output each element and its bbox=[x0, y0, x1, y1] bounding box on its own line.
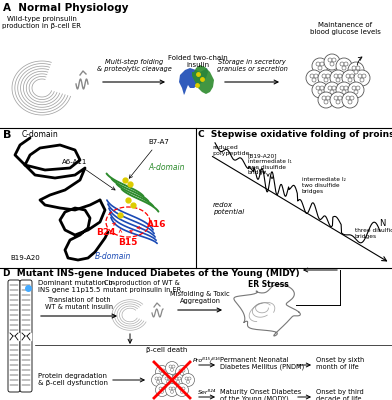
Circle shape bbox=[358, 74, 362, 78]
Circle shape bbox=[324, 82, 340, 98]
Text: Permanent Neonatal
Diabetes Mellitus (PNDM): Permanent Neonatal Diabetes Mellitus (PN… bbox=[220, 357, 304, 370]
Text: Multi-step folding
& proteolytic cleavage: Multi-step folding & proteolytic cleavag… bbox=[96, 59, 171, 72]
Circle shape bbox=[176, 384, 189, 396]
Text: Dominant mutation in
INS gene 11p15.5: Dominant mutation in INS gene 11p15.5 bbox=[38, 280, 115, 293]
Text: Wild-type proinsulin
production in β-cell ER: Wild-type proinsulin production in β-cel… bbox=[2, 16, 82, 29]
Circle shape bbox=[156, 380, 160, 383]
Circle shape bbox=[160, 390, 163, 393]
Circle shape bbox=[171, 374, 185, 386]
Text: Co-production of WT &
mutant proinsulin in ER: Co-production of WT & mutant proinsulin … bbox=[103, 280, 181, 293]
Circle shape bbox=[316, 86, 320, 90]
Text: A  Normal Physiology: A Normal Physiology bbox=[3, 3, 129, 13]
Circle shape bbox=[332, 86, 336, 90]
Circle shape bbox=[346, 96, 350, 100]
Circle shape bbox=[172, 365, 175, 368]
Text: N: N bbox=[379, 219, 385, 228]
Circle shape bbox=[322, 74, 326, 78]
Circle shape bbox=[156, 366, 169, 378]
Circle shape bbox=[348, 100, 352, 104]
Text: B7-A7: B7-A7 bbox=[129, 139, 169, 178]
Circle shape bbox=[336, 82, 352, 98]
Text: reduced
polypeptide: reduced polypeptide bbox=[212, 145, 249, 156]
Circle shape bbox=[348, 82, 364, 98]
Circle shape bbox=[322, 96, 326, 100]
Circle shape bbox=[165, 362, 178, 374]
Circle shape bbox=[167, 380, 169, 383]
Circle shape bbox=[165, 384, 178, 396]
Circle shape bbox=[179, 387, 182, 390]
Circle shape bbox=[316, 62, 320, 66]
Circle shape bbox=[330, 62, 334, 66]
Circle shape bbox=[188, 377, 191, 380]
FancyBboxPatch shape bbox=[8, 280, 20, 392]
Text: D  Mutant INS-gene Induced Diabetes of the Young (MIDY): D Mutant INS-gene Induced Diabetes of th… bbox=[3, 269, 299, 278]
Circle shape bbox=[334, 96, 338, 100]
Circle shape bbox=[320, 62, 324, 66]
Circle shape bbox=[350, 74, 354, 78]
Circle shape bbox=[342, 66, 346, 70]
Circle shape bbox=[352, 86, 356, 90]
Circle shape bbox=[330, 90, 334, 94]
Circle shape bbox=[328, 58, 332, 62]
Circle shape bbox=[348, 62, 364, 78]
Text: Onset by third
decade of life: Onset by third decade of life bbox=[316, 389, 364, 400]
Circle shape bbox=[326, 96, 330, 100]
Text: B19-A20: B19-A20 bbox=[10, 255, 40, 261]
Circle shape bbox=[336, 58, 352, 74]
Text: Protein degradation
& β-cell dysfunction: Protein degradation & β-cell dysfunction bbox=[38, 373, 108, 386]
Circle shape bbox=[162, 374, 174, 386]
Text: β-cell death: β-cell death bbox=[146, 347, 188, 353]
Text: Maturity Onset Diabetes
of the Young (MODY): Maturity Onset Diabetes of the Young (MO… bbox=[220, 389, 301, 400]
Circle shape bbox=[318, 90, 322, 94]
Text: Proᴮ¹⁵/ᴮ¹⁶: Proᴮ¹⁵/ᴮ¹⁶ bbox=[193, 358, 221, 363]
Circle shape bbox=[324, 100, 328, 104]
Circle shape bbox=[354, 70, 370, 86]
Circle shape bbox=[318, 70, 334, 86]
Polygon shape bbox=[192, 65, 214, 94]
Circle shape bbox=[310, 74, 314, 78]
Circle shape bbox=[158, 377, 161, 380]
Circle shape bbox=[340, 62, 344, 66]
Circle shape bbox=[187, 380, 189, 383]
Text: A6-A11: A6-A11 bbox=[62, 159, 115, 190]
Circle shape bbox=[180, 390, 183, 393]
Circle shape bbox=[162, 387, 165, 390]
Circle shape bbox=[176, 380, 180, 383]
Circle shape bbox=[176, 366, 189, 378]
Text: [B19-A20]
intermediate I₁
one disulfide
bridge: [B19-A20] intermediate I₁ one disulfide … bbox=[248, 153, 292, 175]
Text: intermediate I₂
two disulfide
bridges: intermediate I₂ two disulfide bridges bbox=[302, 177, 346, 194]
Circle shape bbox=[342, 70, 358, 86]
Circle shape bbox=[178, 377, 181, 380]
Circle shape bbox=[356, 86, 360, 90]
Circle shape bbox=[350, 96, 354, 100]
Circle shape bbox=[332, 58, 336, 62]
Circle shape bbox=[338, 74, 342, 78]
Text: Translation of both
WT & mutant insulin: Translation of both WT & mutant insulin bbox=[45, 297, 113, 310]
Circle shape bbox=[328, 86, 332, 90]
Circle shape bbox=[169, 365, 172, 368]
Circle shape bbox=[314, 74, 318, 78]
Text: ER Stress: ER Stress bbox=[248, 280, 289, 289]
Circle shape bbox=[159, 369, 162, 372]
Text: A16: A16 bbox=[147, 220, 167, 229]
Circle shape bbox=[172, 387, 175, 390]
Circle shape bbox=[168, 377, 171, 380]
Text: B15: B15 bbox=[118, 238, 138, 247]
Text: Maintanence of
blood glucose levels: Maintanence of blood glucose levels bbox=[310, 22, 381, 35]
Text: B24: B24 bbox=[96, 228, 116, 237]
Circle shape bbox=[338, 96, 342, 100]
Circle shape bbox=[320, 86, 324, 90]
Circle shape bbox=[324, 54, 340, 70]
Text: three disulfide
bridges: three disulfide bridges bbox=[355, 228, 392, 239]
Circle shape bbox=[156, 384, 169, 396]
Circle shape bbox=[336, 100, 340, 104]
Circle shape bbox=[348, 78, 352, 82]
Circle shape bbox=[318, 66, 322, 70]
Circle shape bbox=[330, 70, 346, 86]
Circle shape bbox=[162, 369, 165, 372]
Circle shape bbox=[330, 92, 346, 108]
Circle shape bbox=[179, 369, 182, 372]
Circle shape bbox=[344, 62, 348, 66]
Circle shape bbox=[360, 78, 364, 82]
Circle shape bbox=[312, 78, 316, 82]
